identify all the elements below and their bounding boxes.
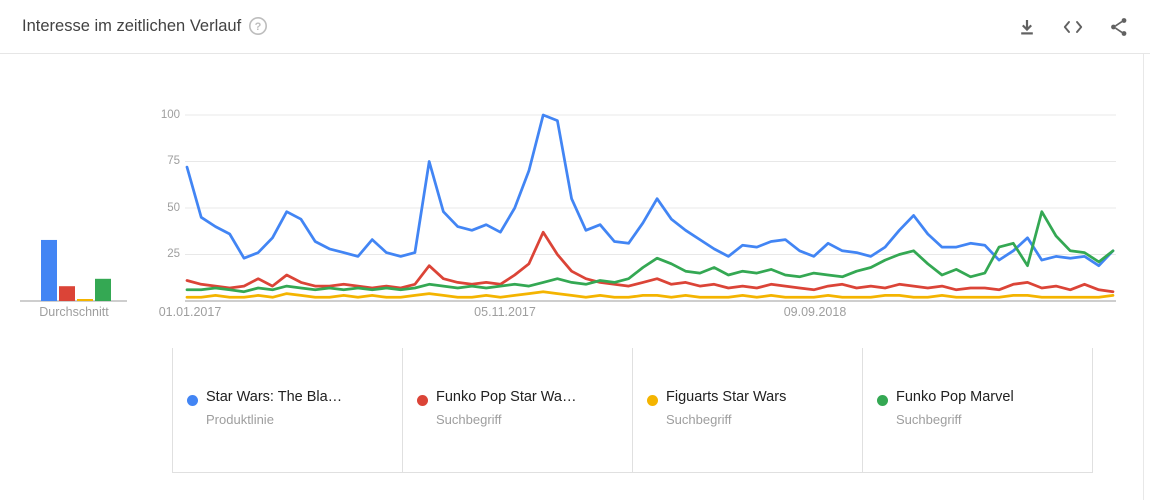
legend-label: Funko Pop Star Wa… (436, 389, 577, 405)
legend-color-dot (417, 395, 428, 406)
legend-item-funko-pop-star-wars[interactable]: Funko Pop Star Wa… Suchbegriff (402, 348, 632, 472)
legend-item-figuarts-star-wars[interactable]: Figuarts Star Wars Suchbegriff (632, 348, 862, 472)
svg-text:?: ? (255, 21, 262, 33)
legend-color-dot (647, 395, 658, 406)
y-tick-100: 100 (160, 109, 180, 121)
average-chart-label: Durchschnitt (39, 305, 109, 319)
legend-sublabel: Produktlinie (206, 412, 274, 427)
help-icon[interactable]: ? (247, 15, 269, 37)
download-button[interactable] (1014, 14, 1040, 40)
legend: Star Wars: The Bla… Produktlinie Funko P… (172, 348, 1093, 473)
trend-line-chart[interactable] (0, 0, 1150, 340)
embed-code-icon (1063, 20, 1083, 33)
card-right-divider (1143, 54, 1144, 500)
legend-color-dot (187, 395, 198, 406)
legend-label: Figuarts Star Wars (666, 389, 787, 405)
x-tick-1: 01.01.2017 (158, 305, 222, 319)
x-tick-3: 09.09.2018 (783, 305, 847, 319)
legend-item-funko-pop-marvel[interactable]: Funko Pop Marvel Suchbegriff (862, 348, 1092, 472)
share-icon (1111, 17, 1127, 36)
y-tick-75: 75 (167, 155, 180, 167)
y-tick-50: 50 (167, 202, 180, 214)
x-tick-2: 05.11.2017 (474, 305, 536, 319)
help-circle-icon: ? (249, 17, 267, 35)
y-tick-25: 25 (167, 248, 180, 260)
legend-sublabel: Suchbegriff (666, 412, 732, 427)
legend-label: Star Wars: The Bla… (206, 389, 343, 405)
header-actions (1014, 0, 1132, 53)
legend-sublabel: Suchbegriff (436, 412, 502, 427)
legend-sublabel: Suchbegriff (896, 412, 962, 427)
download-icon (1021, 19, 1033, 34)
legend-item-star-wars-black-series[interactable]: Star Wars: The Bla… Produktlinie (172, 348, 402, 472)
share-button[interactable] (1106, 14, 1132, 40)
legend-color-dot (877, 395, 888, 406)
embed-button[interactable] (1060, 14, 1086, 40)
panel-title: Interesse im zeitlichen Verlauf (22, 17, 242, 35)
legend-label: Funko Pop Marvel (896, 389, 1014, 405)
panel-header: Interesse im zeitlichen Verlauf ? (0, 0, 1150, 54)
